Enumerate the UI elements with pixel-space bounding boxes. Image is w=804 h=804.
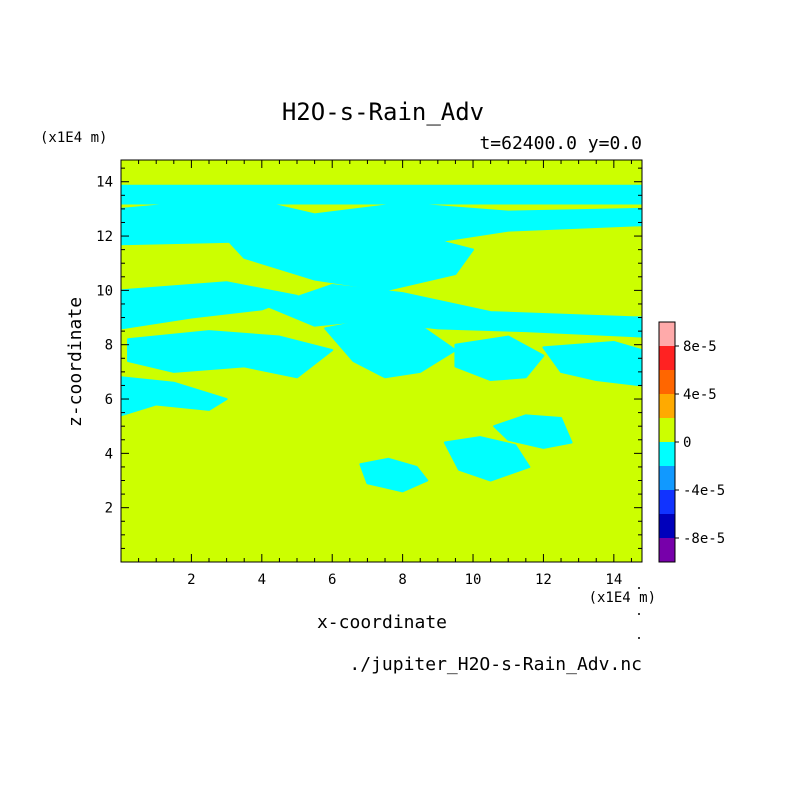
colorbar-swatch-5 <box>659 442 675 466</box>
negative-region-3 <box>121 281 299 330</box>
x-tick-label: 10 <box>465 572 482 588</box>
chart-subtitle: t=62400.0 y=0.0 <box>479 133 642 154</box>
colorbar-swatch-3 <box>659 394 675 418</box>
colorbar-tick-label: 8e-5 <box>683 339 717 355</box>
colorbar-swatch-2 <box>659 370 675 394</box>
negative-region-12 <box>359 457 429 493</box>
y-tick-label: 2 <box>105 501 113 517</box>
negative-region-11 <box>443 436 531 482</box>
colorbar-tick-label: 4e-5 <box>683 387 717 403</box>
negative-region-6 <box>127 330 334 379</box>
colorbar-swatch-9 <box>659 538 675 562</box>
colorbar-tick-label: -4e-5 <box>683 483 725 499</box>
y-tick-label: 14 <box>96 175 113 191</box>
colorbar-tick-label: -8e-5 <box>683 531 725 547</box>
y-tick-label: 4 <box>105 446 113 462</box>
negative-region-0 <box>121 184 642 205</box>
y-tick-label: 6 <box>105 392 113 408</box>
colorbar: 8e-5 4e-5 0 -4e-5 -8e-5 <box>658 321 725 563</box>
colorbar-swatch-8 <box>659 514 675 538</box>
decor-dots <box>638 587 640 639</box>
x-axis-label: x-coordinate <box>317 612 447 633</box>
y-tick-label: 8 <box>105 338 113 354</box>
x-tick-label: 12 <box>535 572 552 588</box>
colorbar-swatch-7 <box>659 490 675 514</box>
negative-region-9 <box>121 376 228 417</box>
negative-region-7 <box>454 335 545 382</box>
negative-region-8 <box>542 340 642 387</box>
x-tick-label: 4 <box>258 572 266 588</box>
plot-frame <box>120 159 643 563</box>
colorbar-swatch-0 <box>659 322 675 346</box>
x-unit-label: (x1E4 m) <box>589 590 656 606</box>
colorbar-swatch-1 <box>659 346 675 370</box>
x-tick-label: 6 <box>328 572 336 588</box>
colorbar-swatch-4 <box>659 418 675 442</box>
y-unit-label: (x1E4 m) <box>40 130 107 146</box>
x-tick-label: 8 <box>398 572 406 588</box>
y-tick-label: 10 <box>96 283 113 299</box>
colorbar-swatch-6 <box>659 466 675 490</box>
negative-region-4 <box>267 283 642 338</box>
x-tick-label: 2 <box>187 572 195 588</box>
negative-region-5 <box>324 319 457 379</box>
axis-ticks: 2 4 6 8 10 12 14 2 4 6 8 10 12 14 <box>96 160 642 588</box>
x-tick-label: 14 <box>605 572 622 588</box>
negative-regions <box>121 184 642 493</box>
y-tick-label: 12 <box>96 229 113 245</box>
y-axis-label: z-coordinate <box>65 297 86 427</box>
plot-area: 2 4 6 8 10 12 14 2 4 6 8 10 12 14 <box>96 159 643 588</box>
source-file-label: ./jupiter_H2O-s-Rain_Adv.nc <box>349 654 642 675</box>
chart-title: H2O-s-Rain_Adv <box>282 98 484 126</box>
negative-region-10 <box>493 414 573 449</box>
negative-region-2 <box>225 229 475 292</box>
colorbar-tick-label: 0 <box>683 435 691 451</box>
